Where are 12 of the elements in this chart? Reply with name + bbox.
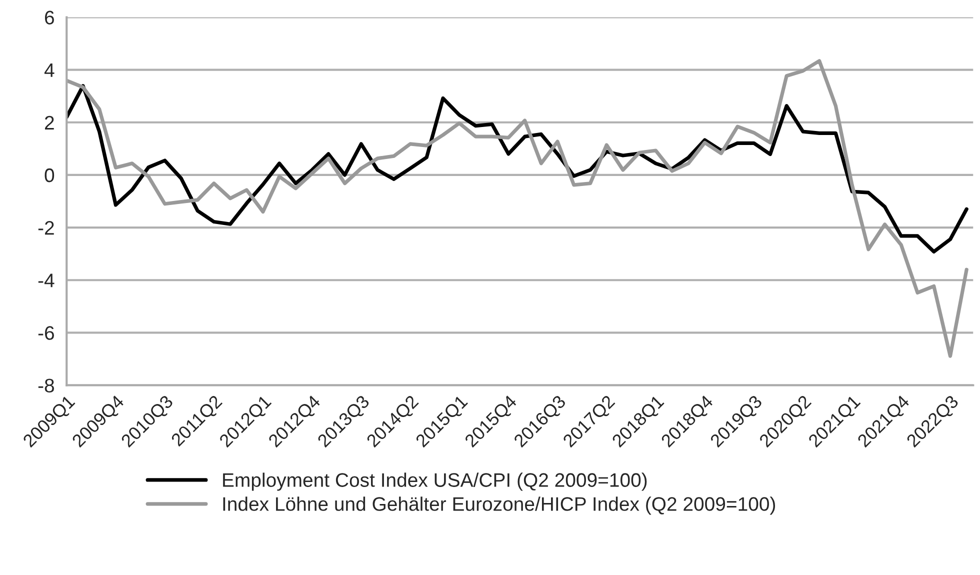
line-series <box>66 59 968 358</box>
y-tick-label: 2 <box>45 116 54 130</box>
legend-label: Index Löhne und Gehälter Eurozone/HICP Index (Q2 2009=100) <box>223 496 776 515</box>
legend-label: Employment Cost Index USA/CPI (Q2 2009=100) <box>223 472 647 491</box>
y-tick-label: 0 <box>44 168 54 182</box>
line-series <box>66 84 968 254</box>
y-tick-label: -4 <box>38 274 54 288</box>
y-tick-label: -6 <box>38 326 54 340</box>
y-tick-label: -8 <box>38 378 54 392</box>
y-tick-label: 4 <box>44 63 54 77</box>
y-tick-label: -2 <box>38 221 54 235</box>
y-tick-label: 6 <box>45 10 54 24</box>
